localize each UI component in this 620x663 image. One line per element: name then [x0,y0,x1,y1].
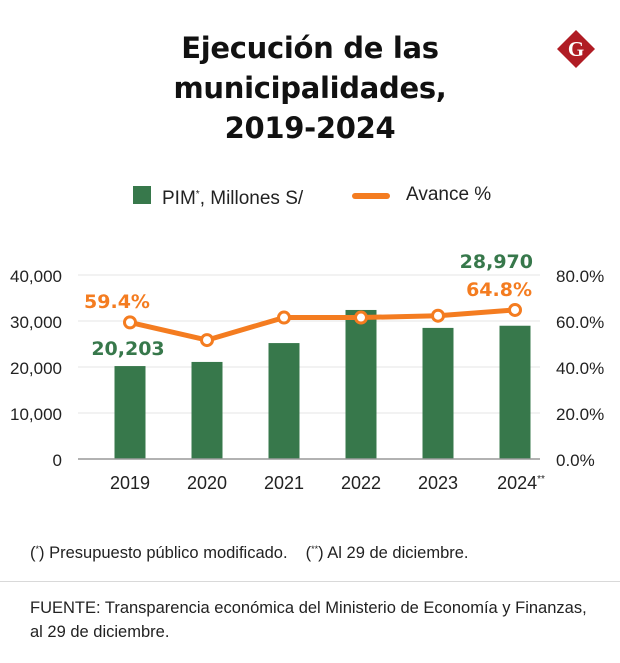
avance-point-2021 [277,310,291,325]
avance-point-2020 [200,333,214,348]
bar-2019 [114,366,146,459]
legend-bar-label: PIM*, Millones S/ [162,183,303,211]
bar-2021 [268,343,300,459]
data-label: 59.4% [84,291,150,313]
divider [0,581,620,582]
avance-point-2024 [508,302,522,317]
footnote-2-prefix: ( [305,544,312,562]
source-note: FUENTE: Transparencia económica del Mini… [30,599,587,641]
data-label: 20,203 [91,338,164,360]
x-tick-label: 2024** [497,473,545,493]
footnote-1: (*) Presupuesto público modificado. [30,544,288,562]
y-left-tick-label: 40,000 [10,267,62,286]
footnote-1-text: ) Presupuesto público modificado. [39,544,288,562]
x-tick-label: 2019 [110,473,150,493]
title-line-1: Ejecución de las [181,31,439,65]
y-left-tick-label: 0 [53,451,62,470]
logo-letter: G [568,37,584,61]
bar-2022 [345,309,377,459]
legend-bar-label-rest: , Millones S/ [199,188,304,209]
x-tick-label: 2020 [187,473,227,493]
legend-bar-label-main: PIM [162,188,196,209]
footnote-1-sup: * [35,544,40,554]
chart-title: Ejecución de las municipalidades, 2019-2… [0,28,620,148]
y-right-tick-label: 60.0% [556,313,604,332]
title-line-3: 2019-2024 [224,111,396,145]
legend: PIM*, Millones S/ Avance % [0,183,620,209]
avance-point-2022 [354,310,368,325]
footnote-2-text: ) Al 29 de diciembre. [318,544,469,562]
title-line-2: municipalidades, [173,71,447,105]
bar-2024 [499,325,531,459]
x-tick-label: 2023 [418,473,458,493]
avance-point-2019 [123,315,137,330]
x-tick-suffix: ** [537,474,545,485]
y-left-tick-label: 20,000 [10,359,62,378]
data-label: 64.8% [466,279,532,301]
y-right-tick-label: 40.0% [556,359,604,378]
legend-line-label: Avance % [406,184,492,205]
y-left-tick-label: 30,000 [10,313,62,332]
logo-diamond [557,30,595,68]
combo-chart: 0 10,000 20,000 30,000 40,000 0.0% 20.0% 40.0% 6… [10,251,604,493]
bar-2023 [422,327,454,459]
footnote-2-sup: ** [311,544,319,554]
y-right-tick-label: 0.0% [556,451,595,470]
legend-bar-label-sup: * [195,189,200,200]
brand-logo-icon: G [557,30,595,68]
footnote-1-prefix: ( [30,544,36,562]
x-tick-label: 2021 [264,473,304,493]
y-right-tick-label: 80.0% [556,267,604,286]
data-label: 28,970 [460,251,533,273]
footnotes: (*) Presupuesto público modificado. (**) … [30,544,469,563]
legend-line-swatch [352,193,390,199]
footnote-2: (**) Al 29 de diciembre. [306,544,469,562]
avance-point-2023 [431,308,445,323]
x-tick-label: 2022 [341,473,381,493]
bar-2020 [191,361,223,459]
y-left-tick-label: 10,000 [10,405,62,424]
avance-line [129,307,516,343]
legend-bar-swatch [133,186,151,204]
y-right-tick-label: 20.0% [556,405,604,424]
